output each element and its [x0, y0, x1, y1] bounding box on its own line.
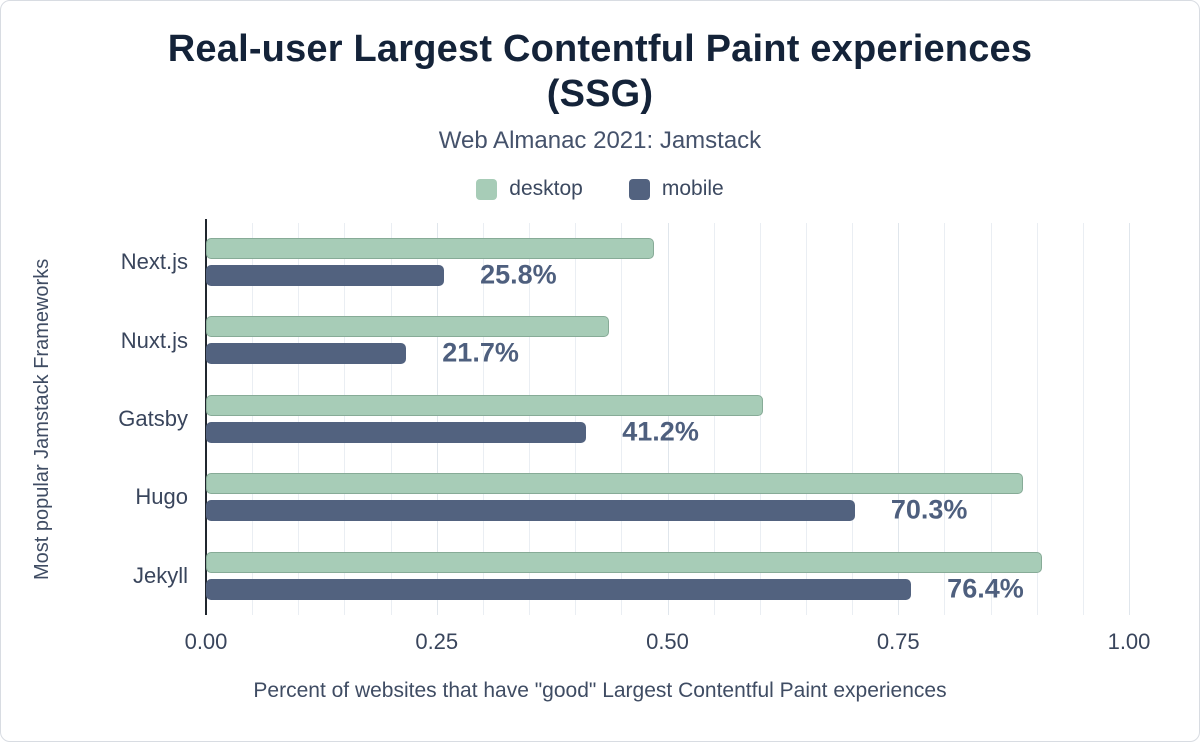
gridline [344, 223, 346, 615]
legend-label: desktop [509, 177, 583, 200]
legend-swatch-desktop [476, 178, 498, 200]
chart-subtitle: Web Almanac 2021: Jamstack [438, 127, 762, 154]
category-label: Nuxt.js [120, 327, 188, 353]
gridline [436, 223, 438, 615]
bar-group: Jekyll 76.4% [133, 537, 1129, 615]
category-label: Gatsby [118, 406, 188, 432]
gridline [759, 223, 761, 615]
x-tick-label: 0.75 [876, 629, 920, 654]
gridline [1129, 223, 1130, 615]
value-label: 21.7% [442, 337, 519, 368]
legend-item-mobile[interactable]: mobile [628, 177, 724, 201]
x-tick-label: 0.50 [646, 629, 689, 654]
gridline [898, 223, 900, 615]
legend: desktop mobile [1, 177, 1199, 201]
gridline [529, 223, 531, 615]
desktop-bar[interactable] [206, 551, 1043, 573]
value-label: 70.3% [890, 494, 968, 525]
chart-title: Real-user Largest Contentful Paint exper… [167, 28, 1033, 115]
gridline [667, 223, 669, 615]
y-axis-line [205, 219, 207, 615]
bar-rows: Next.js 25.8% Nuxt.js 21.7% Gatsby 41.2% Hugo 7… [118, 223, 1129, 615]
desktop-bar[interactable] [206, 316, 610, 338]
plot-area: Next.js 25.8% Nuxt.js 21.7% Gatsby 41.2% Hugo 7… [118, 219, 1130, 615]
category-label: Hugo [135, 484, 188, 510]
category-label: Next.js [120, 249, 188, 275]
gridline [575, 223, 577, 615]
mobile-bar[interactable] [206, 343, 407, 365]
desktop-bar[interactable] [206, 473, 1023, 495]
gridline [1036, 223, 1038, 615]
desktop-bar[interactable] [206, 394, 763, 416]
legend-swatch-mobile [628, 178, 650, 200]
x-tick-label: 1.00 [1107, 629, 1151, 654]
value-label: 76.4% [947, 573, 1024, 604]
gridline [805, 223, 807, 615]
x-axis-label: Percent of websites that have "good" Lar… [253, 679, 947, 702]
gridline [1082, 223, 1084, 615]
y-axis-label: Most popular Jamstack Frameworks [31, 258, 53, 580]
x-axis-ticks: 0.00 0.25 0.50 0.75 1.00 [185, 629, 1151, 655]
x-tick-label: 0.25 [415, 629, 459, 654]
legend-label: mobile [661, 177, 724, 200]
gridline [390, 223, 392, 615]
desktop-bar[interactable] [206, 238, 654, 259]
bar-group: Hugo 70.3% [135, 458, 1129, 536]
category-label: Jekyll [132, 562, 188, 588]
gridline [621, 223, 623, 615]
gridline [713, 223, 715, 615]
mobile-bar[interactable] [206, 578, 912, 600]
gridline [252, 223, 254, 615]
legend-item-desktop[interactable]: desktop [476, 177, 583, 201]
gridline [990, 223, 992, 615]
gridline [852, 223, 854, 615]
x-tick-label: 0.00 [184, 629, 228, 654]
value-label: 41.2% [622, 416, 699, 447]
bar-group: Nuxt.js 21.7% [121, 301, 1129, 379]
mobile-bar[interactable] [206, 421, 587, 443]
gridline [298, 223, 300, 615]
value-label: 25.8% [480, 259, 557, 290]
bar-group: Gatsby 41.2% [118, 380, 1129, 458]
gridline [482, 223, 484, 615]
mobile-bar[interactable] [206, 500, 855, 522]
mobile-bar[interactable] [206, 265, 445, 286]
gridline [944, 223, 946, 615]
bar-group: Next.js 25.8% [121, 223, 1129, 301]
